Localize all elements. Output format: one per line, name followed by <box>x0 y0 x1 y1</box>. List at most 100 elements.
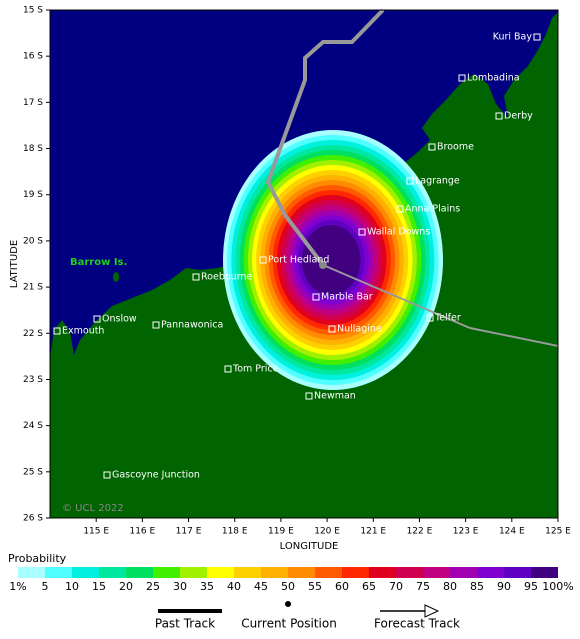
forecast-track <box>322 264 559 347</box>
lat-tick-label: 24 S <box>23 421 43 431</box>
place-marker <box>152 321 160 329</box>
lon-tick-label: 118 E <box>222 527 248 537</box>
lon-tick-label: 116 E <box>129 527 155 537</box>
place-label: Marble Bar <box>321 292 373 303</box>
place-marker <box>328 325 336 333</box>
legend-swatch <box>504 567 531 578</box>
legend-label: 70 <box>389 580 403 593</box>
legend-label: 45 <box>254 580 268 593</box>
lat-tick-label: 19 S <box>23 190 43 200</box>
barrow-island <box>113 272 119 282</box>
place-marker <box>192 273 200 281</box>
legend-label: 60 <box>335 580 349 593</box>
lat-tick-label: 22 S <box>23 329 43 339</box>
place-marker <box>495 112 503 120</box>
position-key <box>285 601 291 607</box>
x-axis-title: LONGITUDE <box>280 541 339 552</box>
copyright: © UCL 2022 <box>62 503 124 514</box>
place-marker <box>259 256 267 264</box>
place-label: Pannawonica <box>161 320 223 331</box>
legend-swatch <box>18 567 45 578</box>
past-track <box>265 8 385 267</box>
place-marker <box>224 365 232 373</box>
lon-tick-label: 115 E <box>83 527 109 537</box>
legend-swatch <box>477 567 504 578</box>
legend-label: 90 <box>497 580 511 593</box>
place-label: Tom Price <box>232 364 279 375</box>
legend-label: 20 <box>119 580 133 593</box>
place-label: Port Hedland <box>268 255 329 266</box>
lat-tick-label: 17 S <box>23 98 43 108</box>
y-axis-title: LATITUDE <box>9 240 20 288</box>
place-label: Telfer <box>434 313 461 324</box>
legend-label: 25 <box>146 580 160 593</box>
place-marker <box>53 327 61 335</box>
legend-label: 95 <box>524 580 538 593</box>
legend-swatch <box>315 567 342 578</box>
forecast-arrow <box>424 604 440 618</box>
legend-swatch <box>450 567 477 578</box>
legend-swatch <box>396 567 423 578</box>
lat-tick-label: 18 S <box>23 144 43 154</box>
lat-tick-label: 15 S <box>23 6 43 16</box>
place-marker <box>103 471 111 479</box>
track-legend-label: Current Position <box>241 617 337 631</box>
legend-label: 15 <box>92 580 106 593</box>
legend-title: Probability <box>8 552 67 565</box>
legend-label: 40 <box>227 580 241 593</box>
legend-label: 35 <box>200 580 214 593</box>
legend-swatch <box>45 567 72 578</box>
legend-swatch <box>153 567 180 578</box>
island-label: Barrow Is. <box>70 257 127 268</box>
place-label: Lombadina <box>467 73 520 84</box>
place-label: Lagrange <box>415 176 460 187</box>
place-marker <box>396 205 404 213</box>
place-marker <box>428 143 436 151</box>
place-marker <box>426 314 434 322</box>
legend-swatch <box>72 567 99 578</box>
place-label: Newman <box>314 391 356 402</box>
lon-tick-label: 117 E <box>176 527 202 537</box>
place-label: Roebourne <box>201 272 252 283</box>
track-legend-label: Past Track <box>155 617 215 631</box>
legend-label: 75 <box>416 580 430 593</box>
legend-swatch <box>288 567 315 578</box>
legend-swatch <box>99 567 126 578</box>
place-marker <box>406 177 414 185</box>
lat-tick-label: 23 S <box>23 375 43 385</box>
track-legend-label: Forecast Track <box>374 617 460 631</box>
place-marker <box>312 293 320 301</box>
place-label: Broome <box>437 142 474 153</box>
probability-band <box>301 225 361 295</box>
lon-tick-label: 123 E <box>453 527 479 537</box>
legend-swatch <box>207 567 234 578</box>
lon-tick-label: 125 E <box>545 527 571 537</box>
lat-tick-label: 26 S <box>23 514 43 524</box>
lat-tick-label: 25 S <box>23 467 43 477</box>
place-label: Wallal Downs <box>367 227 430 238</box>
lon-tick-label: 121 E <box>360 527 386 537</box>
place-marker <box>358 228 366 236</box>
legend-label: 80 <box>443 580 457 593</box>
legend-swatch <box>126 567 153 578</box>
place-marker <box>533 33 541 41</box>
lat-tick-label: 21 S <box>23 283 43 293</box>
lon-tick-label: 122 E <box>407 527 433 537</box>
legend-label: 55 <box>308 580 322 593</box>
legend-swatch <box>261 567 288 578</box>
lon-tick-label: 120 E <box>314 527 340 537</box>
legend-swatch <box>423 567 450 578</box>
lon-tick-label: 124 E <box>499 527 525 537</box>
place-label: Gascoyne Junction <box>112 470 200 481</box>
legend-label: 10 <box>65 580 79 593</box>
legend-label: 100% <box>542 580 573 593</box>
legend-label: 1% <box>9 580 26 593</box>
map-area: Kuri Bay Lombadina Derby Broome Lagrange Anna… <box>50 8 559 518</box>
map-frame <box>49 9 559 519</box>
legend-label: 30 <box>173 580 187 593</box>
place-label: Exmouth <box>62 326 104 337</box>
place-label: Derby <box>504 111 533 122</box>
legend-label: 50 <box>281 580 295 593</box>
legend-swatch <box>342 567 369 578</box>
